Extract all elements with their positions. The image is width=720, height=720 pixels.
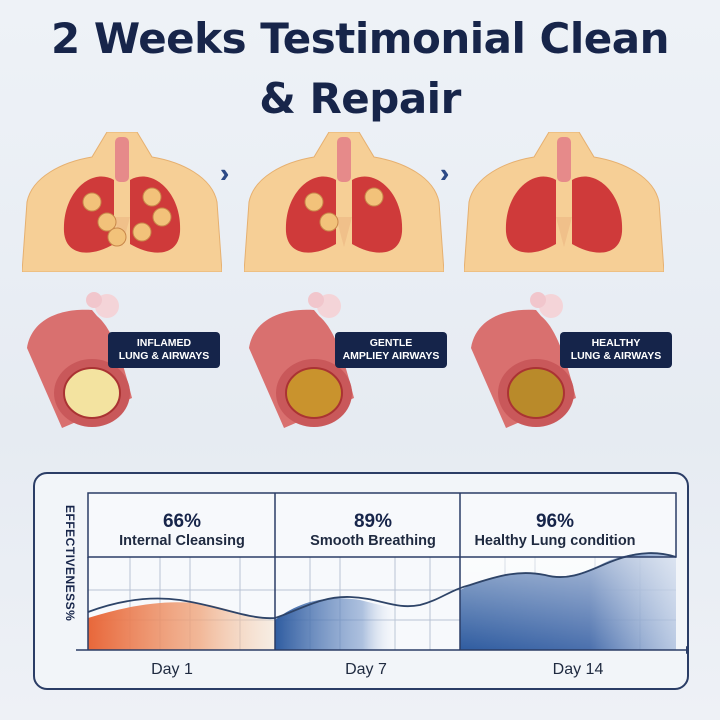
caption-day14: Healthy Lung condition [474, 533, 635, 549]
percent-day1: 66% [163, 511, 201, 532]
double-chevron-right-icon: ›› [220, 158, 232, 188]
x-tick-day1: Day 1 [151, 661, 193, 678]
trend-line [87, 552, 677, 620]
effectiveness-chart: EFFECTIVENESS% 66% Internal Cleansing 89… [33, 472, 689, 690]
double-chevron-right-icon: ›› [440, 158, 452, 188]
torso-lungs-illustration [243, 131, 445, 273]
axis-arrow-icon [686, 646, 689, 654]
stage-label-healthy: HEALTHY LUNG & AIRWAYS [560, 332, 672, 368]
torso-lungs-illustration [21, 131, 223, 273]
page-title-line2: & Repair [259, 74, 461, 123]
area-day1 [88, 602, 275, 650]
y-axis-label: EFFECTIVENESS% [63, 505, 77, 621]
torso-lungs-illustration [463, 131, 665, 273]
percent-day7: 89% [354, 511, 392, 532]
x-tick-day14: Day 14 [553, 661, 604, 678]
airway-illustration [22, 288, 142, 433]
stage-label-inflamed: INFLAMED LUNG & AIRWAYS [108, 332, 220, 368]
area-day7 [275, 598, 400, 650]
page-title-line1: 2 Weeks Testimonial Clean [51, 14, 669, 63]
caption-day7: Smooth Breathing [310, 533, 436, 549]
airway-illustration [466, 288, 586, 433]
stage-label-gentle: GENTLE AMPLIEY AIRWAYS [335, 332, 447, 368]
x-tick-day7: Day 7 [345, 661, 387, 678]
caption-day1: Internal Cleansing [119, 533, 245, 549]
percent-day14: 96% [536, 511, 574, 532]
airway-illustration [244, 288, 364, 433]
